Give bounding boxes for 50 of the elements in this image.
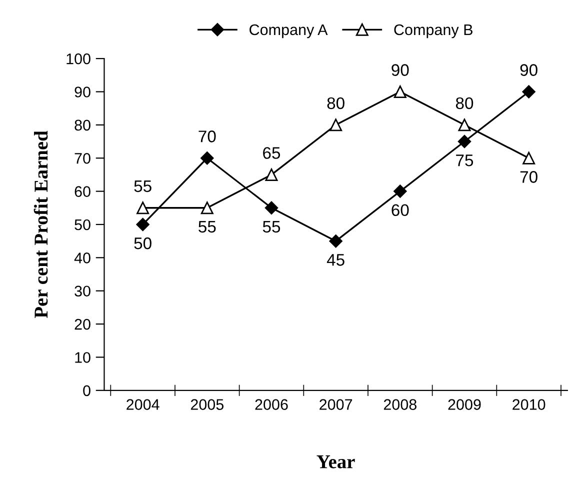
point	[200, 152, 214, 165]
data-label: 80	[456, 97, 474, 110]
y-tick-label: 0	[83, 385, 90, 396]
y-tick-label: 50	[74, 219, 90, 230]
point	[200, 202, 214, 214]
data-label: 90	[392, 64, 409, 76]
x-tick-label: 2007	[320, 399, 352, 410]
y-tick-label: 30	[74, 286, 90, 297]
x-tick-label: 2008	[384, 399, 416, 410]
point	[264, 201, 278, 214]
point	[394, 184, 407, 198]
y-tick-label: 40	[74, 252, 90, 264]
data-label: 50	[134, 237, 152, 250]
y-tick-label: 100	[66, 53, 90, 64]
data-label: 45	[326, 254, 344, 266]
data-label: 90	[520, 64, 538, 76]
x-tick-label: 2004	[126, 399, 160, 410]
data-label: 60	[392, 204, 409, 216]
data-label: 55	[262, 221, 280, 233]
x-tick-label: 2005	[190, 399, 224, 410]
point	[394, 85, 406, 98]
x-tick-label: 2009	[448, 399, 481, 410]
point	[136, 202, 150, 214]
data-label: 75	[456, 154, 474, 166]
y-tick-label: 80	[74, 120, 90, 131]
point	[522, 85, 536, 98]
data-label: 70	[198, 130, 216, 142]
data-label: 65	[263, 147, 280, 159]
point	[458, 118, 471, 132]
y-tick-label: 90	[74, 86, 90, 98]
legend-label: Company B	[394, 24, 472, 38]
y-tick-label: 70	[74, 152, 90, 164]
data-label: 55	[198, 221, 216, 233]
data-label: 70	[520, 171, 538, 183]
point	[330, 118, 342, 132]
x-tick-label: 2010	[512, 399, 546, 410]
data-label: 55	[134, 180, 152, 192]
x-axis-title: Year	[316, 455, 355, 468]
y-axis-title: Per cent Profit Earned	[34, 130, 48, 318]
data-label: 80	[327, 97, 344, 110]
y-tick-label: 10	[75, 352, 90, 363]
legend-label: Company A	[250, 24, 328, 38]
x-tick-label: 2006	[255, 399, 288, 410]
point	[458, 134, 472, 148]
y-tick-label: 60	[74, 186, 90, 197]
y-tick-label: 20	[74, 318, 90, 330]
point	[329, 234, 342, 248]
point	[265, 168, 278, 181]
point	[136, 218, 150, 232]
point	[522, 152, 536, 164]
